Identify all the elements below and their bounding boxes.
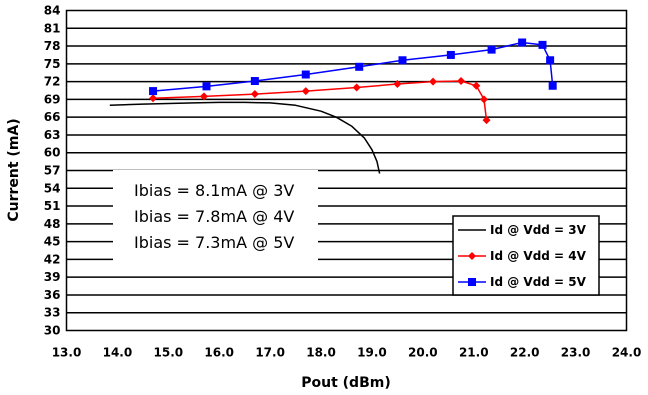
legend-marker-5v [468,278,476,286]
y-tick-label: 60 [44,146,61,160]
data-point-id-vdd-4v [429,77,438,86]
data-point-id-vdd-5v [487,45,496,54]
data-point-id-vdd-5v [202,82,211,91]
x-tick-label: 21.0 [459,346,489,360]
data-point-id-vdd-4v [479,95,488,104]
x-tick-label: 13.0 [52,346,82,360]
data-point-id-vdd-4v [301,87,310,96]
y-tick-label: 72 [44,75,61,89]
data-point-id-vdd-4v [250,90,259,99]
plot-frame [65,9,628,332]
data-point-id-vdd-5v [538,40,547,49]
legend-label-5v: Id @ Vdd = 5V [490,275,587,289]
x-axis-title: Pout (dBm) [301,375,391,391]
x-tick-label: 15.0 [154,346,184,360]
annotation-line-1: Ibias = 8.1mA @ 3V [134,181,294,200]
y-tick-label: 66 [44,110,61,124]
y-tick-label: 36 [44,288,61,302]
x-tick-label: 16.0 [204,346,234,360]
data-point-id-vdd-4v [457,77,466,86]
y-axis-title: Current (mA) [6,118,22,221]
data-point-id-vdd-5v [250,77,259,86]
annotation-line-3: Ibias = 7.3mA @ 5V [134,233,294,252]
y-tick-label: 54 [44,181,61,195]
x-tick-label: 18.0 [306,346,336,360]
data-point-id-vdd-4v [149,94,158,103]
legend: Id @ Vdd = 3V Id @ Vdd = 4V Id @ Vdd = 5… [452,215,600,296]
y-tick-label: 81 [44,21,61,35]
y-tick-label: 48 [44,217,61,231]
data-point-id-vdd-4v [199,92,208,101]
data-point-id-vdd-4v [393,79,402,88]
data-point-id-vdd-5v [149,87,158,96]
data-point-id-vdd-5v [301,70,310,79]
y-tick-label: 57 [44,164,61,178]
y-tick-label: 69 [44,92,61,106]
series-line-id-vdd-3v [109,101,381,174]
y-tick-label: 33 [44,306,61,320]
y-tick-label: 75 [44,57,61,71]
annotation-box [113,170,318,268]
tick-labels: 30 33 36 39 42 45 48 51 54 57 60 63 66 69 72 75 78 81 84 13… [44,4,642,360]
y-tick-label: 78 [44,39,61,53]
x-tick-label: 23.0 [561,346,591,360]
y-tick-label: 84 [44,4,61,18]
y-tick-label: 51 [44,199,61,213]
data-point-id-vdd-4v [482,116,491,125]
data-point-id-vdd-5v [398,56,407,65]
legend-label-3v: Id @ Vdd = 3V [490,223,587,237]
y-tick-label: 30 [44,324,61,338]
x-tick-label: 19.0 [357,346,387,360]
y-tick-label: 45 [44,235,61,249]
x-tick-label: 20.0 [408,346,438,360]
data-point-id-vdd-5v [355,62,364,71]
data-point-id-vdd-5v [446,50,455,59]
legend-marker-4v [468,252,476,260]
data-point-id-vdd-4v [352,83,361,92]
x-tick-label: 22.0 [510,346,540,360]
data-point-id-vdd-4v [472,81,481,90]
annotation-line-2: Ibias = 7.8mA @ 4V [134,207,294,226]
data-point-id-vdd-5v [548,81,557,90]
legend-label-4v: Id @ Vdd = 4V [490,249,587,263]
data-point-id-vdd-5v [546,56,555,65]
y-tick-label: 39 [44,270,61,284]
x-tick-label: 14.0 [103,346,133,360]
x-tick-label: 17.0 [255,346,285,360]
y-tick-label: 63 [44,128,61,142]
series-layer [109,38,557,174]
y-tick-label: 42 [44,252,61,266]
data-point-id-vdd-5v [518,38,527,47]
x-tick-label: 24.0 [612,346,642,360]
